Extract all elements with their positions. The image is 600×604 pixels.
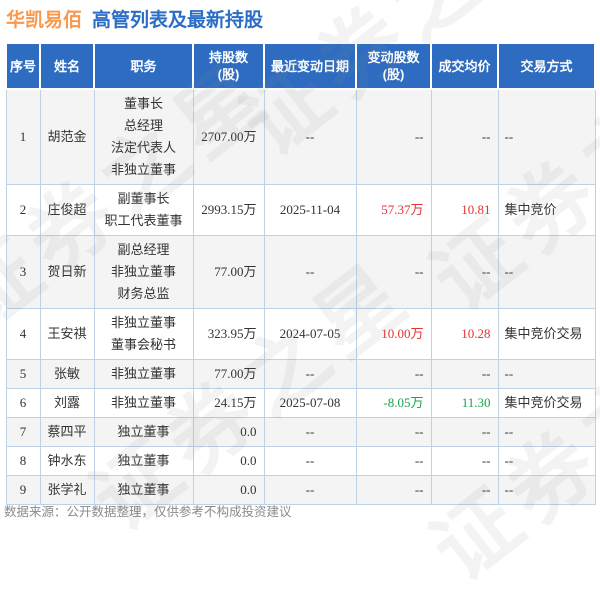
table-row: 6 刘露 非独立董事 24.15万 2025-07-08 -8.05万 11.30 集中竞价交… — [5, 388, 596, 418]
cell-no: 2 — [5, 184, 41, 236]
cell-method: 集中竞价 — [497, 184, 596, 236]
cell-name: 刘露 — [39, 388, 95, 418]
company-name: 华凯易佰 — [6, 10, 83, 31]
cell-method: -- — [497, 475, 596, 505]
column-header: 姓名 — [39, 42, 95, 90]
cell-date: -- — [263, 446, 357, 476]
cell-shares: 24.15万 — [192, 388, 265, 418]
cell-shares: 77.00万 — [192, 235, 265, 309]
cell-method: -- — [497, 359, 596, 389]
cell-shares: 323.95万 — [192, 308, 265, 360]
cell-name: 胡范金 — [39, 88, 95, 185]
column-header: 职务 — [93, 42, 194, 90]
column-header: 成交均价 — [430, 42, 499, 90]
table-row: 4 王安祺 非独立董事 董事会秘书 323.95万 2024-07-05 10.00万 10… — [5, 308, 596, 360]
column-header: 交易方式 — [497, 42, 596, 90]
table-row: 5 张敏 非独立董事 77.00万 -- -- -- -- — [5, 359, 596, 389]
holdings-table: 序号 姓名 职务 持股数 (股) 最近变动日期 变动股数 (股) 成交均价 交易方式 1 胡范金… — [5, 42, 596, 505]
cell-date: -- — [263, 359, 357, 389]
title-text: 高管列表及最新持股 — [92, 10, 264, 31]
page-title: 华凯易佰 高管列表及最新持股 — [6, 5, 263, 32]
cell-no: 3 — [5, 235, 41, 309]
cell-position: 非独立董事 — [93, 388, 194, 418]
cell-change: -- — [355, 359, 432, 389]
cell-no: 7 — [5, 417, 41, 447]
cell-name: 张敏 — [39, 359, 95, 389]
cell-price: -- — [430, 475, 499, 505]
cell-method: -- — [497, 417, 596, 447]
cell-change: -- — [355, 417, 432, 447]
cell-position: 非独立董事 — [93, 359, 194, 389]
cell-position: 非独立董事 董事会秘书 — [93, 308, 194, 360]
table-row: 2 庄俊超 副董事长 职工代表董事 2993.15万 2025-11-04 57.37万 1… — [5, 184, 596, 236]
table-row: 9 张学礼 独立董事 0.0 -- -- -- -- — [5, 475, 596, 505]
cell-shares: 77.00万 — [192, 359, 265, 389]
cell-no: 5 — [5, 359, 41, 389]
cell-price: 10.81 — [430, 184, 499, 236]
cell-position: 副董事长 职工代表董事 — [93, 184, 194, 236]
table-header-row: 序号 姓名 职务 持股数 (股) 最近变动日期 变动股数 (股) 成交均价 交易方式 — [5, 42, 596, 90]
cell-price: -- — [430, 417, 499, 447]
cell-shares: 0.0 — [192, 417, 265, 447]
column-header: 持股数 (股) — [192, 42, 265, 90]
column-header: 序号 — [5, 42, 41, 90]
cell-position: 独立董事 — [93, 417, 194, 447]
cell-name: 贺日新 — [39, 235, 95, 309]
cell-price: 11.30 — [430, 388, 499, 418]
cell-change: -8.05万 — [355, 388, 432, 418]
cell-method: 集中竞价交易 — [497, 388, 596, 418]
cell-method: -- — [497, 446, 596, 476]
column-header: 最近变动日期 — [263, 42, 357, 90]
cell-shares: 0.0 — [192, 446, 265, 476]
cell-change: -- — [355, 88, 432, 185]
cell-date: 2025-07-08 — [263, 388, 357, 418]
cell-change: 57.37万 — [355, 184, 432, 236]
cell-date: -- — [263, 235, 357, 309]
cell-position: 副总经理 非独立董事 财务总监 — [93, 235, 194, 309]
cell-method: 集中竞价交易 — [497, 308, 596, 360]
table-row: 3 贺日新 副总经理 非独立董事 财务总监 77.00万 -- -- -- -- — [5, 235, 596, 309]
cell-shares: 2707.00万 — [192, 88, 265, 185]
cell-date: 2025-11-04 — [263, 184, 357, 236]
table-body: 1 胡范金 董事长 总经理 法定代表人 非独立董事 2707.00万 -- -- -- -- 2… — [5, 88, 596, 505]
data-source-note: 数据来源：公开数据整理，仅供参考不构成投资建议 — [4, 505, 292, 519]
cell-price: 10.28 — [430, 308, 499, 360]
cell-price: -- — [430, 235, 499, 309]
cell-date: 2024-07-05 — [263, 308, 357, 360]
cell-shares: 2993.15万 — [192, 184, 265, 236]
cell-method: -- — [497, 88, 596, 185]
cell-name: 钟水东 — [39, 446, 95, 476]
cell-position: 独立董事 — [93, 446, 194, 476]
cell-no: 9 — [5, 475, 41, 505]
cell-position: 董事长 总经理 法定代表人 非独立董事 — [93, 88, 194, 185]
cell-price: -- — [430, 359, 499, 389]
cell-date: -- — [263, 475, 357, 505]
cell-position: 独立董事 — [93, 475, 194, 505]
cell-change: -- — [355, 235, 432, 309]
cell-no: 8 — [5, 446, 41, 476]
cell-price: -- — [430, 446, 499, 476]
cell-change: -- — [355, 446, 432, 476]
cell-no: 4 — [5, 308, 41, 360]
cell-price: -- — [430, 88, 499, 185]
cell-shares: 0.0 — [192, 475, 265, 505]
cell-method: -- — [497, 235, 596, 309]
table-row: 8 钟水东 独立董事 0.0 -- -- -- -- — [5, 446, 596, 476]
cell-name: 蔡四平 — [39, 417, 95, 447]
cell-date: -- — [263, 88, 357, 185]
column-header: 变动股数 (股) — [355, 42, 432, 90]
cell-date: -- — [263, 417, 357, 447]
cell-change: 10.00万 — [355, 308, 432, 360]
cell-name: 王安祺 — [39, 308, 95, 360]
cell-no: 6 — [5, 388, 41, 418]
table-row: 7 蔡四平 独立董事 0.0 -- -- -- -- — [5, 417, 596, 447]
table-row: 1 胡范金 董事长 总经理 法定代表人 非独立董事 2707.00万 -- -- -- -- — [5, 88, 596, 185]
cell-name: 庄俊超 — [39, 184, 95, 236]
cell-no: 1 — [5, 88, 41, 185]
cell-change: -- — [355, 475, 432, 505]
